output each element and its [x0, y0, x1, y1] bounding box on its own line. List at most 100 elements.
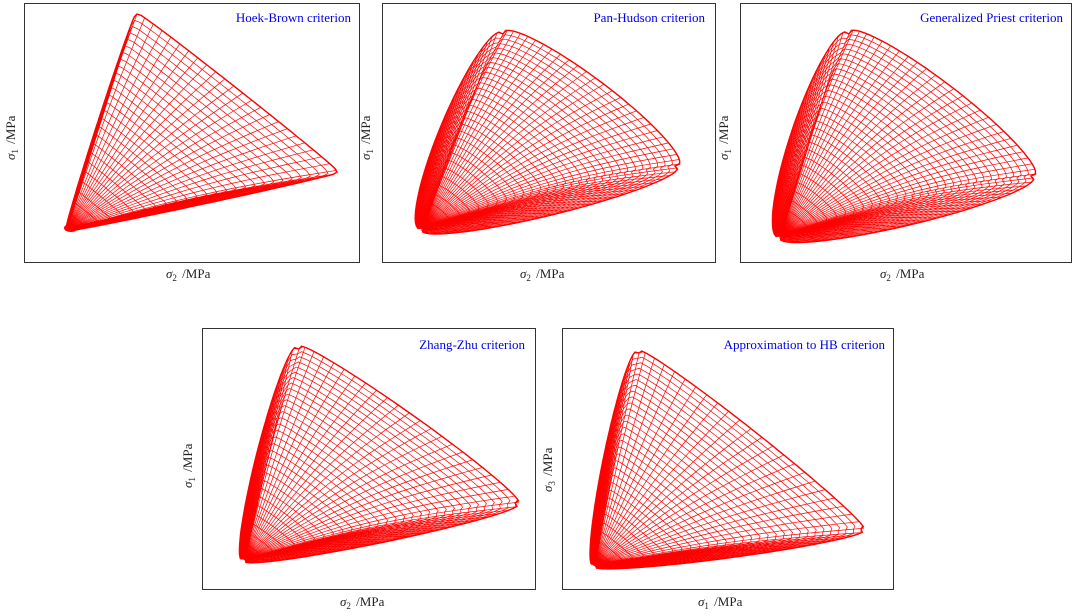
mesh-surface [771, 29, 1037, 244]
x-axis-unit: /MPa [182, 266, 211, 281]
y-axis-subscript: 1 [723, 149, 733, 154]
mesh-parallel [590, 390, 809, 568]
surface-mesh-lines [238, 345, 520, 564]
mesh-surface [589, 350, 865, 570]
surface-mesh-lines [771, 29, 1037, 244]
mesh-parallel [590, 373, 833, 568]
mesh-parallel [419, 123, 542, 227]
mesh-surface [64, 13, 338, 232]
plot-frame: Hoek-Brown criterion [24, 3, 360, 263]
mesh-parallel [592, 446, 736, 566]
mesh-parallel [240, 382, 464, 561]
y-axis-subscript: 1 [10, 149, 20, 154]
mesh-parallel [591, 408, 785, 567]
surface-rim [414, 29, 681, 235]
mesh-parallel [778, 165, 856, 235]
plot-frame: Generalized Priest criterion [740, 3, 1072, 263]
y-axis-subscript: 1 [187, 477, 197, 482]
y-axis-symbol: σ [540, 485, 555, 492]
mesh-parallel [775, 107, 923, 235]
panel-title: Pan-Hudson criterion [593, 10, 705, 25]
y-axis-symbol: σ [180, 481, 195, 488]
mesh-parallel [592, 467, 710, 565]
x-axis-label: σ2 /MPa [166, 266, 210, 283]
mesh-parallel [419, 144, 516, 227]
mesh-parallel [239, 371, 480, 561]
mesh-parallel [776, 134, 890, 235]
mesh-meridian [594, 527, 865, 566]
mesh-parallel [777, 157, 865, 235]
surface-rim [771, 29, 1037, 244]
mesh-parallel [773, 63, 985, 239]
mesh-parallel [773, 53, 1000, 240]
plot-frame: Pan-Hudson criterion [382, 3, 716, 263]
y-axis-subscript: 3 [547, 481, 557, 486]
mesh-parallel [241, 436, 389, 558]
mesh-parallel [419, 137, 525, 227]
mesh-surface [414, 29, 681, 235]
y-axis-symbol: σ [716, 153, 731, 160]
mesh-parallel [774, 73, 970, 238]
x-axis-label: σ2 /MPa [880, 266, 924, 283]
surface-vertex [778, 230, 792, 238]
mesh-parallel [589, 362, 848, 569]
mesh-parallel [240, 377, 472, 561]
y-axis-label: σ1 /MPa [180, 444, 197, 488]
mesh-parallel [591, 402, 793, 567]
mesh-parallel [417, 87, 590, 228]
y-axis-label: σ1 /MPa [358, 116, 375, 160]
x-axis-label: σ2 /MPa [340, 594, 384, 611]
mesh-parallel [417, 82, 598, 229]
y-axis-subscript: 1 [365, 149, 375, 154]
x-axis-subscript: 2 [886, 273, 891, 283]
mesh-parallel [774, 84, 955, 237]
mesh-parallel [591, 427, 761, 566]
mesh-parallel [591, 440, 744, 566]
mesh-parallel [590, 367, 841, 569]
mesh-parallel [776, 120, 907, 235]
x-axis-unit: /MPa [714, 594, 743, 609]
panel-title: Zhang-Zhu criterion [419, 337, 525, 352]
x-axis-unit: /MPa [896, 266, 925, 281]
mesh-parallel [418, 99, 574, 228]
surface-rim [65, 13, 338, 232]
mesh-parallel [240, 399, 439, 559]
mesh-parallel [241, 443, 380, 558]
mesh-parallel [774, 68, 978, 238]
surface-vertex [64, 224, 78, 232]
mesh-parallel [241, 429, 397, 558]
mesh-parallel [772, 39, 1022, 242]
x-axis-symbol: σ [166, 266, 173, 281]
mesh-parallel [592, 453, 727, 565]
x-axis-label: σ1 /MPa [698, 594, 742, 611]
mesh-meridian [66, 121, 279, 231]
mesh-parallel [415, 38, 666, 234]
mesh-parallel [415, 47, 651, 232]
y-axis-unit: /MPa [716, 115, 731, 144]
mesh-parallel [591, 420, 769, 566]
mesh-parallel [241, 417, 414, 559]
surface-mesh-lines [64, 13, 338, 232]
mesh-meridian [780, 177, 1034, 237]
mesh-parallel [775, 90, 947, 237]
mesh-parallel [242, 450, 371, 558]
mesh-parallel [241, 411, 423, 559]
mesh-parallel [240, 405, 431, 559]
x-axis-unit: /MPa [356, 594, 385, 609]
x-axis-symbol: σ [520, 266, 527, 281]
mesh-parallel [776, 127, 899, 235]
mesh-parallel [418, 104, 566, 227]
mesh-parallel [591, 433, 753, 566]
surface-vertex [242, 553, 256, 561]
mesh-parallel [415, 43, 659, 233]
mesh-surface [238, 345, 520, 564]
mesh-meridian [244, 501, 519, 560]
surface-mesh-lines [589, 350, 865, 570]
x-axis-subscript: 2 [526, 273, 531, 283]
x-axis-unit: /MPa [536, 266, 565, 281]
y-axis-label: σ3 /MPa [540, 448, 557, 492]
x-axis-symbol: σ [698, 594, 705, 609]
mesh-parallel [775, 101, 931, 236]
panel-title: Hoek-Brown criterion [235, 10, 351, 25]
x-axis-label: σ2 /MPa [520, 266, 564, 283]
